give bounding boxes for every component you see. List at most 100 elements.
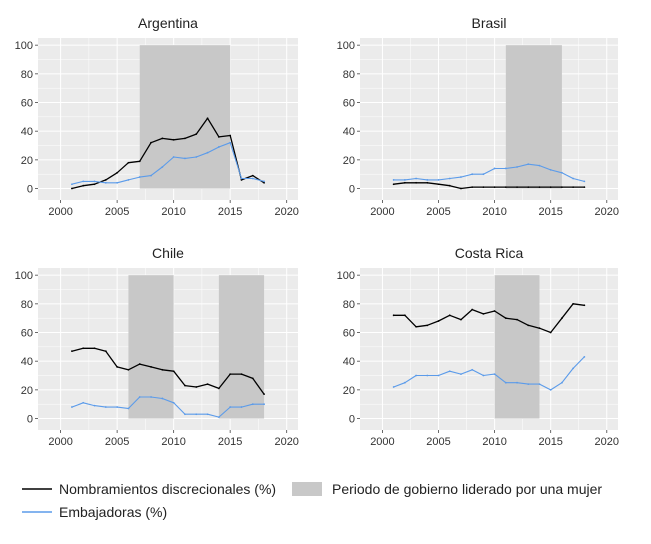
data-point-discretionary	[150, 366, 152, 368]
data-point-ambassadors	[583, 355, 586, 358]
data-point-discretionary	[71, 350, 73, 353]
y-tick-label: 20	[343, 385, 355, 397]
data-point-ambassadors	[251, 177, 254, 180]
data-point-ambassadors	[561, 171, 563, 174]
y-tick-label: 0	[349, 414, 355, 426]
data-point-ambassadors	[104, 181, 107, 184]
x-tick-label: 2005	[426, 206, 450, 218]
x-tick-label: 2010	[482, 436, 506, 448]
data-point-ambassadors	[229, 406, 232, 408]
x-tick-label: 2000	[370, 206, 394, 218]
data-point-ambassadors	[161, 166, 164, 168]
data-point-discretionary	[116, 171, 119, 174]
data-point-discretionary	[471, 308, 474, 311]
y-tick-label: 40	[343, 126, 355, 138]
data-point-discretionary	[82, 347, 85, 350]
y-tick-label: 0	[349, 184, 355, 196]
data-point-ambassadors	[493, 373, 496, 375]
x-tick-label: 2020	[595, 436, 619, 448]
data-point-ambassadors	[561, 381, 563, 384]
data-point-ambassadors	[104, 406, 107, 408]
data-point-ambassadors	[263, 403, 265, 406]
data-point-discretionary	[482, 312, 485, 315]
data-point-discretionary	[93, 183, 96, 186]
data-point-discretionary	[229, 373, 232, 375]
data-point-discretionary	[82, 184, 85, 187]
data-point-discretionary	[572, 186, 575, 188]
data-point-discretionary	[527, 324, 530, 327]
data-point-ambassadors	[93, 180, 96, 183]
data-point-ambassadors	[527, 383, 530, 386]
series-line-discretionary	[71, 347, 265, 395]
data-point-discretionary	[448, 314, 451, 317]
data-point-discretionary	[426, 324, 429, 327]
data-point-discretionary	[240, 179, 243, 181]
data-point-ambassadors	[150, 174, 152, 177]
data-point-discretionary	[127, 368, 130, 371]
panel-title: Brasil	[471, 15, 506, 31]
data-point-ambassadors	[116, 406, 119, 408]
data-point-ambassadors	[471, 368, 474, 371]
data-point-ambassadors	[240, 177, 243, 180]
data-point-ambassadors	[127, 407, 130, 410]
data-point-discretionary	[138, 363, 141, 365]
data-point-ambassadors	[127, 179, 130, 181]
legend-label-ambassadors: Embajadoras (%)	[59, 504, 167, 520]
x-tick-label: 2015	[538, 436, 562, 448]
data-point-discretionary	[482, 186, 485, 188]
series-line-discretionary	[393, 182, 585, 190]
data-point-ambassadors	[172, 156, 175, 158]
data-point-ambassadors	[415, 177, 417, 180]
data-point-ambassadors	[482, 374, 485, 377]
legend: Nombramientos discrecionales (%) Embajad…	[22, 481, 602, 520]
data-point-ambassadors	[138, 176, 141, 178]
data-point-discretionary	[426, 181, 429, 184]
series-line-discretionary	[71, 117, 265, 190]
panel-background	[360, 38, 618, 200]
panel-chile: 0 20 40 60 80 100 2000 2005 2010 2015 2020 Chile	[15, 245, 299, 448]
data-point-ambassadors	[71, 183, 73, 186]
x-tick-label: 2005	[105, 436, 129, 448]
data-point-discretionary	[240, 373, 243, 375]
data-point-ambassadors	[471, 173, 474, 176]
data-point-ambassadors	[460, 373, 462, 375]
panel-costa-rica: 0 20 40 60 80 100 2000 2005 2010 2015 2020 Costa Ri…	[337, 245, 619, 448]
data-point-discretionary	[251, 377, 254, 380]
data-point-ambassadors	[572, 367, 575, 370]
data-point-ambassadors	[403, 179, 406, 181]
data-point-ambassadors	[161, 397, 164, 400]
y-tick-label: 80	[343, 299, 355, 311]
x-tick-label: 2015	[538, 206, 562, 218]
data-point-ambassadors	[229, 141, 232, 144]
data-point-discretionary	[127, 161, 130, 164]
data-point-ambassadors	[426, 179, 429, 181]
x-tick-label: 2005	[105, 206, 129, 218]
data-point-discretionary	[161, 368, 164, 371]
legend-swatch-period	[292, 482, 322, 496]
data-point-discretionary	[415, 325, 417, 328]
data-point-discretionary	[549, 186, 552, 188]
data-point-discretionary	[415, 181, 417, 184]
x-tick-label: 2005	[426, 436, 450, 448]
data-point-ambassadors	[549, 388, 552, 391]
data-point-discretionary	[217, 136, 220, 138]
x-tick-label: 2020	[595, 206, 619, 218]
data-point-discretionary	[251, 174, 254, 177]
data-point-discretionary	[448, 184, 451, 187]
data-point-discretionary	[172, 138, 175, 141]
x-tick-label: 2000	[48, 206, 72, 218]
series-line-discretionary	[393, 303, 585, 334]
data-point-ambassadors	[82, 401, 85, 404]
x-tick-label: 2000	[48, 436, 72, 448]
y-tick-label: 0	[27, 414, 33, 426]
series-line-ambassadors	[393, 356, 585, 391]
data-point-discretionary	[116, 366, 119, 368]
data-point-discretionary	[561, 317, 563, 320]
y-tick-label: 20	[21, 155, 33, 167]
data-point-ambassadors	[392, 386, 395, 388]
y-tick-label: 80	[21, 69, 33, 81]
data-point-discretionary	[71, 187, 73, 190]
data-point-discretionary	[561, 186, 563, 188]
